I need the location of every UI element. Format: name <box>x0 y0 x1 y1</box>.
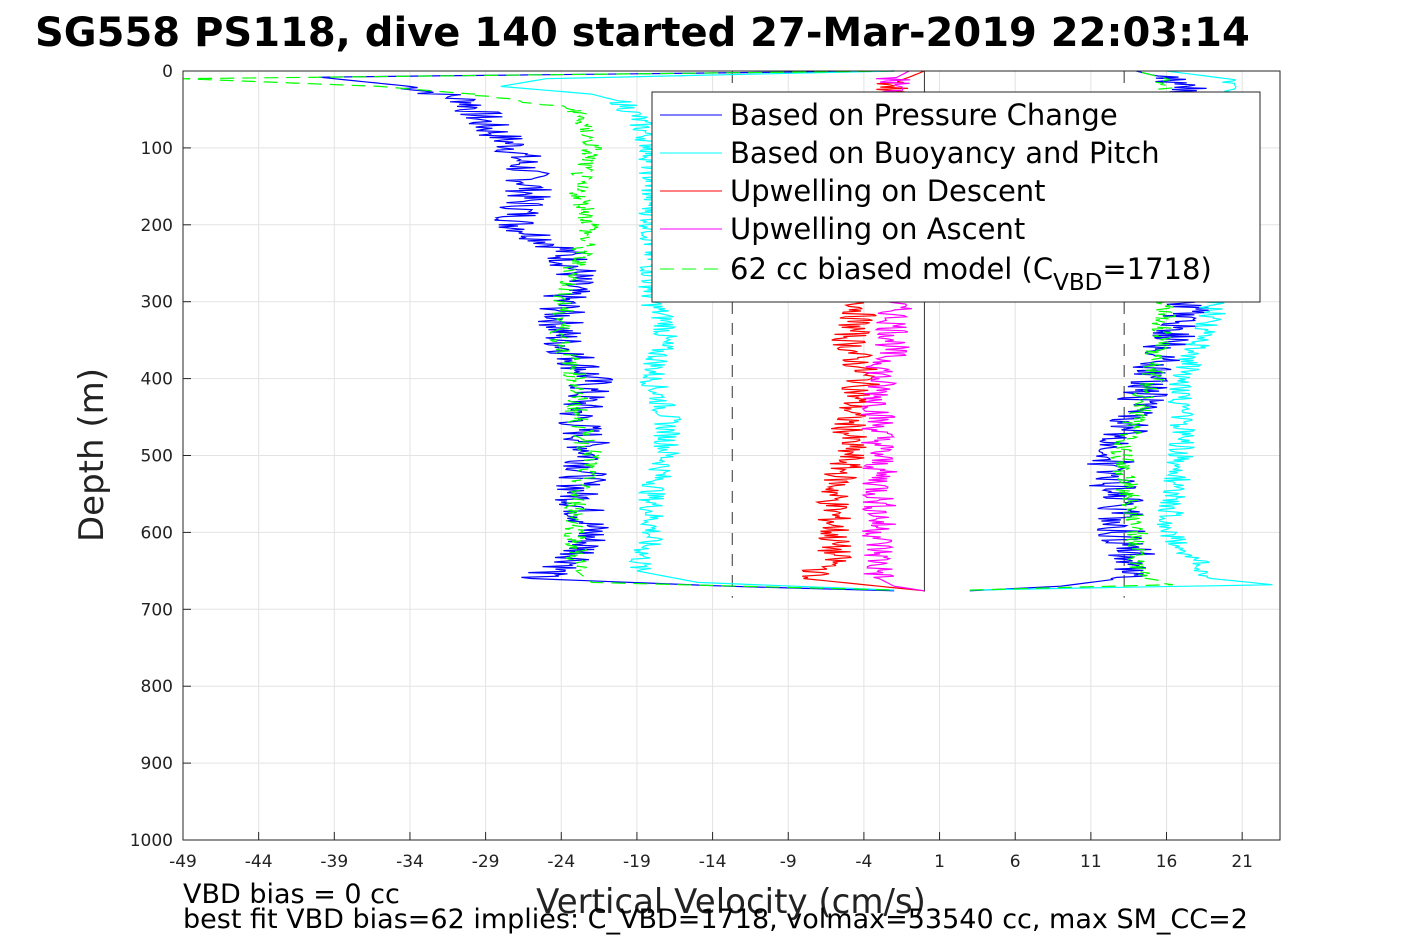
y-tick-label: 400 <box>141 370 173 390</box>
legend-box <box>651 91 1261 303</box>
series-1-descent <box>500 70 895 591</box>
legend-label-pressure: Based on Pressure Change <box>730 98 1118 132</box>
x-axis-label: Vertical Velocity (cm/s) <box>536 882 926 922</box>
legend-label-buoyancy: Based on Buoyancy and Pitch <box>730 136 1160 170</box>
y-tick-label: 600 <box>141 523 173 543</box>
legend-label-biased-model-sub: VBD <box>1053 270 1102 296</box>
legend-label-biased-model-prefix: 62 cc biased model (C <box>730 252 1053 286</box>
y-tick-label: 100 <box>141 139 173 159</box>
legend-label-biased-model: 62 cc biased model (CVBD=1718) <box>730 252 1212 296</box>
y-tick-label: 700 <box>141 600 173 620</box>
y-tick-label: 1000 <box>130 831 173 851</box>
x-tick-label: 6 <box>1010 852 1021 872</box>
y-axis-label: Depth (m) <box>72 368 112 542</box>
plot-frame <box>182 70 1281 841</box>
chart-title: SG558 PS118, dive 140 started 27-Mar-201… <box>35 10 1250 56</box>
x-tick-label: -44 <box>245 852 273 872</box>
x-tick-label: -9 <box>780 852 797 872</box>
legend-label-upwelling-descent: Upwelling on Descent <box>730 174 1046 208</box>
x-tick-label: -14 <box>699 852 727 872</box>
y-tick-label: 500 <box>141 447 173 467</box>
y-tick-label: 900 <box>141 754 173 774</box>
x-tick-label: -49 <box>169 852 197 872</box>
x-tick-label: 16 <box>1156 852 1178 872</box>
x-tick-label: -4 <box>855 852 872 872</box>
x-tick-label: -39 <box>320 852 348 872</box>
series-0-descent <box>319 70 895 592</box>
y-tick-label: 800 <box>141 677 173 697</box>
x-tick-labels: -49 -44 -39 -34 -29 -24 -19 -14 -9 -4 1 6 11 16 21 <box>169 852 1253 872</box>
y-tick-label: 300 <box>141 293 173 313</box>
x-tick-label: 11 <box>1080 852 1102 872</box>
x-tick-label: -19 <box>623 852 651 872</box>
y-tick-labels: 0 100 200 300 400 500 600 700 800 900 1000 <box>130 62 173 851</box>
x-tick-label: 21 <box>1231 852 1253 872</box>
legend-label-biased-model-suffix: =1718) <box>1102 252 1211 286</box>
x-tick-label: -34 <box>396 852 424 872</box>
footer-vbd-bias: VBD bias = 0 cc <box>183 879 400 910</box>
series-4-descent <box>182 70 895 591</box>
x-tick-label: 1 <box>934 852 945 872</box>
y-tick-label: 200 <box>141 216 173 236</box>
y-tick-label: 0 <box>162 62 173 82</box>
series-4-ascent <box>969 70 1196 591</box>
x-tick-label: -29 <box>472 852 500 872</box>
legend: Based on Pressure Change Based on Buoyan… <box>651 91 1261 303</box>
x-tick-label: -24 <box>547 852 575 872</box>
footer-best-fit: best fit VBD bias=62 implies: C_VBD=1718… <box>183 904 1248 935</box>
legend-label-upwelling-ascent: Upwelling on Ascent <box>730 212 1025 246</box>
